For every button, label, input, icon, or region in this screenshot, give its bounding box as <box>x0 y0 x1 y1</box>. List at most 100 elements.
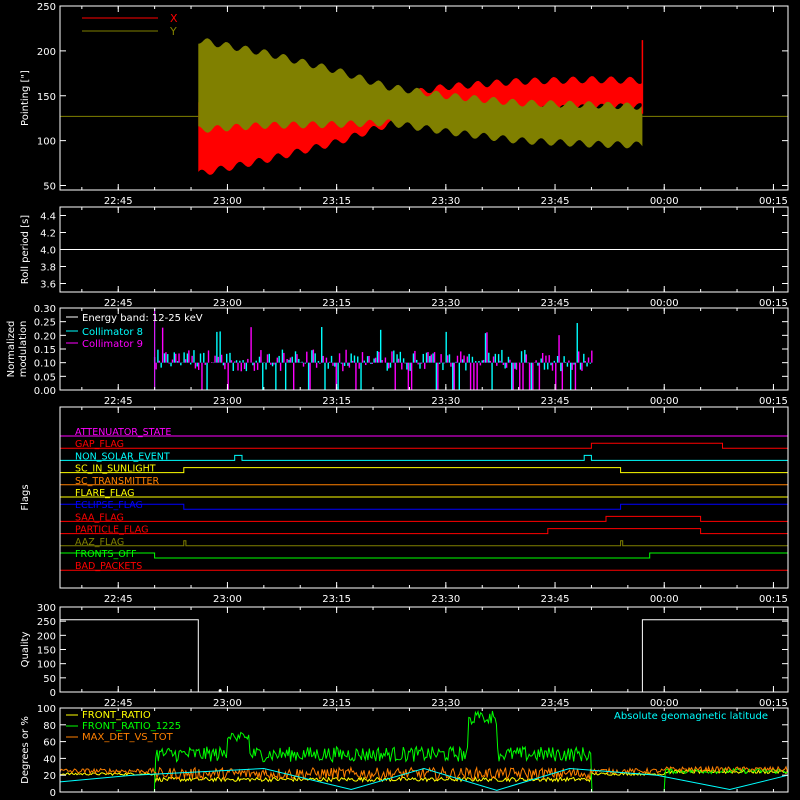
roll-x-tick-label: 00:15 <box>759 298 788 309</box>
quality-x-tick-label: 00:15 <box>759 698 788 709</box>
axes-layer <box>59 5 789 793</box>
ratios-legend-label: FRONT_RATIO <box>82 710 151 721</box>
flags-x-tick-label: 23:45 <box>541 594 570 605</box>
roll-x-tick-label: 23:30 <box>431 298 460 309</box>
roll-x-tick-label: 00:00 <box>650 298 679 309</box>
pointing-y-tick-label: 150 <box>37 92 56 103</box>
quality-x-tick-label: 23:45 <box>541 698 570 709</box>
text-layer: 22:45 23:00 23:15 23:30 23:45 00:00 00:15 50 100… <box>6 2 788 799</box>
roll-y-label: Roll period [s] <box>20 215 31 284</box>
pointing-x-tick-label: 23:15 <box>322 196 351 207</box>
quality-y-label: Quality <box>20 632 31 668</box>
ratios-y-tick-label: 100 <box>37 704 56 715</box>
pointing-axes-frame <box>59 5 789 191</box>
ratios-legend-label: FRONT_RATIO_1225 <box>82 721 181 732</box>
ratios-y-tick-label: 20 <box>43 771 56 782</box>
modulation-x-tick-label: 23:45 <box>541 396 570 407</box>
flag-label: ATTENUATOR_STATE <box>75 427 171 438</box>
modulation-y-label: Normalized <box>6 321 17 378</box>
modulation-y-tick-label: 0.10 <box>34 359 56 370</box>
quality-y-tick-label: 0 <box>50 688 56 699</box>
ratio-series-front-ratio-1225 <box>60 709 788 793</box>
modulation-x-tick-label: 23:15 <box>322 396 351 407</box>
flag-line-gap-flag <box>60 442 788 449</box>
roll-y-tick-label: 3.8 <box>40 263 56 274</box>
flag-line-sc-in-sunlight <box>60 467 788 474</box>
quality-y-tick-label: 300 <box>37 603 56 614</box>
flags-x-tick-label: 23:30 <box>431 594 460 605</box>
modulation-y-tick-label: 0.00 <box>34 386 56 397</box>
flag-line-eclipse-flag <box>59 503 789 510</box>
ratio-series-front-ratio <box>59 769 788 784</box>
flags-x-tick-label: 00:00 <box>650 594 679 605</box>
ratios-axes-frame <box>59 707 789 793</box>
ratios-y-tick-label: 60 <box>43 738 56 749</box>
quality-y-tick-label: 100 <box>37 660 56 671</box>
modulation-x-tick-label: 00:15 <box>759 396 788 407</box>
ratios-y-tick-label: 80 <box>43 721 56 732</box>
ratios-legend-label: MAX_DET_VS_TOT <box>82 732 174 743</box>
pointing-y-tick-label: 250 <box>37 2 56 13</box>
pointing-x-tick-label: 00:15 <box>759 196 788 207</box>
flag-label: AAZ_FLAG <box>75 537 124 548</box>
roll-y-tick-label: 4.0 <box>40 246 56 257</box>
flag-line-particle-flag <box>60 528 788 535</box>
flag-line-saa-flag <box>60 515 788 522</box>
flags-y-label: Flags <box>20 484 31 510</box>
flag-label: PARTICLE_FLAG <box>75 525 148 536</box>
quality-y-tick-label: 150 <box>37 646 56 657</box>
flag-label: ECLIPSE_FLAG <box>75 500 143 511</box>
flag-label: FRONTS_OFF <box>75 549 137 560</box>
flags-x-tick-label: 23:15 <box>322 594 351 605</box>
modulation-x-tick-label: 00:00 <box>650 396 679 407</box>
flag-line-non-solar-event <box>60 454 788 461</box>
modulation-annotation: Energy band: 12-25 keV <box>82 313 203 324</box>
pointing-legend-label: X <box>170 12 178 25</box>
modulation-y-tick-label: 0.15 <box>34 345 56 356</box>
pointing-series-y-band <box>198 38 643 149</box>
pointing-x-tick-label: 23:45 <box>541 196 570 207</box>
flags-x-tick-label: 22:45 <box>104 594 133 605</box>
quality-y-tick-label: 50 <box>43 674 56 685</box>
quality-point <box>218 689 222 693</box>
flag-label: NON_SOLAR_EVENT <box>75 451 170 462</box>
modulation-x-tick-label: 23:30 <box>431 396 460 407</box>
pointing-legend-label: Y <box>169 25 177 38</box>
flag-label: BAD_PACKETS <box>75 561 142 572</box>
roll-y-tick-label: 4.4 <box>40 212 56 223</box>
modulation-legend-label: Collimator 8 <box>82 327 143 338</box>
ratios-annotation: Absolute geomagnetic latitude <box>614 711 768 722</box>
quality-x-tick-label: 00:00 <box>650 698 679 709</box>
roll-x-tick-label: 23:45 <box>541 298 570 309</box>
ratios-y-tick-label: 40 <box>43 754 56 765</box>
flag-line-fronts-off <box>59 552 789 559</box>
pointing-y-tick-label: 50 <box>43 182 56 193</box>
quality-x-tick-label: 22:45 <box>104 698 133 709</box>
modulation-y-tick-label: 0.05 <box>34 372 56 383</box>
quality-x-tick-label: 23:30 <box>431 698 460 709</box>
flag-line-aaz-flag <box>60 540 788 547</box>
quality-x-tick-label: 23:15 <box>322 698 351 709</box>
flag-label: GAP_FLAG <box>75 439 124 450</box>
quality-y-tick-label: 200 <box>37 631 56 642</box>
flags-x-tick-label: 00:15 <box>759 594 788 605</box>
modulation-y-tick-label: 0.30 <box>34 304 56 315</box>
modulation-y-label: modulation <box>18 321 29 378</box>
pointing-x-tick-label: 23:30 <box>431 196 460 207</box>
flag-label: SC_TRANSMITTER <box>75 476 160 487</box>
pointing-y-tick-label: 100 <box>37 137 56 148</box>
roll-x-tick-label: 23:00 <box>213 298 242 309</box>
roll-x-tick-label: 22:45 <box>104 298 133 309</box>
pointing-x-tick-label: 23:00 <box>213 196 242 207</box>
quality-x-tick-label: 23:00 <box>213 698 242 709</box>
modulation-x-tick-label: 22:45 <box>104 396 133 407</box>
ratios-y-label: Degrees or % <box>20 716 31 784</box>
modulation-y-tick-label: 0.25 <box>34 318 56 329</box>
flag-label: FLARE_FLAG <box>75 488 135 499</box>
geomagnetic-latitude-line <box>59 767 789 791</box>
pointing-x-tick-label: 22:45 <box>104 196 133 207</box>
pointing-x-tick-label: 00:00 <box>650 196 679 207</box>
pointing-y-tick-label: 200 <box>37 47 56 58</box>
quality-y-tick-label: 250 <box>37 617 56 628</box>
